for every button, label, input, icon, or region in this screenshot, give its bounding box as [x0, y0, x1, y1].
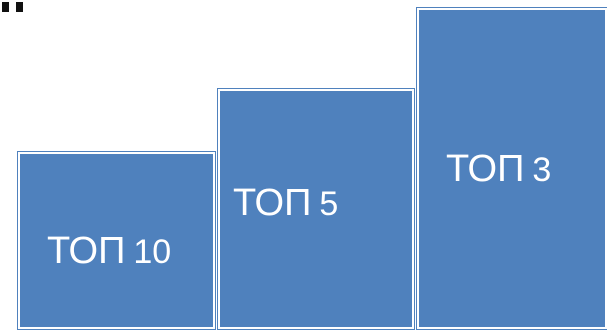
step-word: ТОП — [47, 230, 126, 272]
step-label: ТОП 5 — [233, 184, 338, 222]
step-number: 3 — [532, 151, 552, 189]
corner-tick — [2, 2, 9, 12]
step-top-10: ТОП 10 — [17, 151, 216, 330]
step-top-3: ТОП 3 — [416, 7, 607, 330]
step-number: 5 — [319, 185, 339, 223]
step-word: ТОП — [233, 182, 312, 224]
step-top-5: ТОП 5 — [217, 88, 415, 330]
step-label: ТОП 3 — [446, 150, 551, 188]
step-word: ТОП — [446, 148, 525, 190]
step-number: 10 — [133, 233, 172, 271]
corner-tick — [16, 2, 23, 12]
step-label: ТОП 10 — [47, 232, 171, 270]
corner-mark-icon — [0, 0, 28, 16]
